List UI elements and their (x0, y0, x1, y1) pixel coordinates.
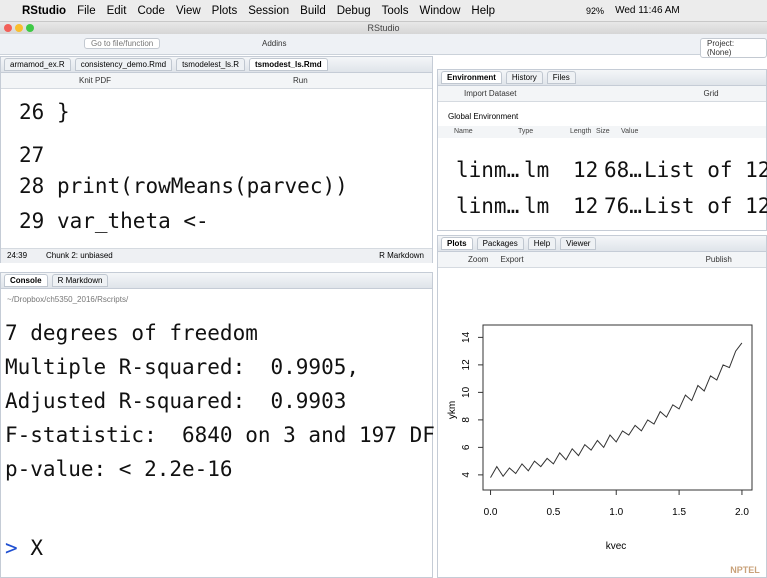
watermark: NPTEL (730, 565, 760, 575)
plot: ykm kvec NPTEL 0.0 0.5 1.0 1.5 2.0 4 6 8 10 12 14 (0, 0, 767, 578)
y-tick-label: 14 (461, 331, 472, 343)
x-tick-label: 0.0 (484, 507, 498, 518)
x-tick-label: 2.0 (735, 507, 749, 518)
x-tick-label: 1.0 (609, 507, 623, 518)
rstudio-screen: {"menubar": {"app": "RStudio", "menus": … (0, 0, 767, 578)
y-axis-label: ykm (447, 401, 458, 419)
x-axis-label: kvec (606, 541, 627, 552)
x-tick-label: 0.5 (546, 507, 560, 518)
y-tick-label: 10 (461, 386, 472, 398)
x-tick-label: 1.5 (672, 507, 686, 518)
y-tick-label: 12 (461, 359, 472, 371)
y-tick-label: 4 (461, 472, 472, 478)
y-tick-label: 8 (461, 417, 472, 423)
data-line (491, 343, 742, 478)
y-tick-label: 6 (461, 444, 472, 450)
